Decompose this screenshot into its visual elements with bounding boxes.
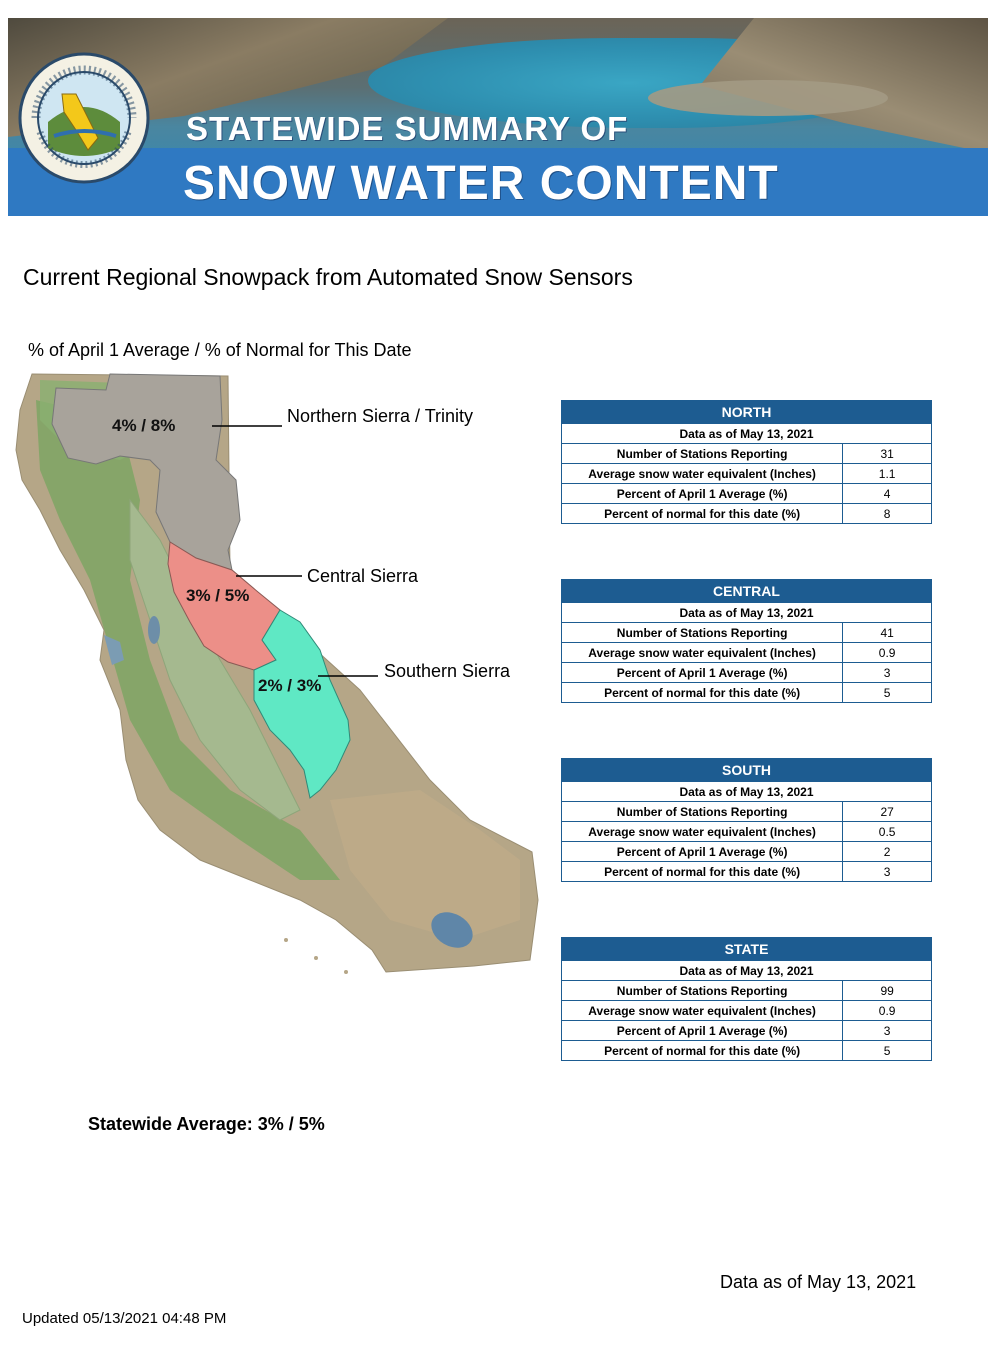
row-value: 27 — [842, 801, 932, 822]
row-value: 41 — [842, 622, 932, 643]
row-value: 99 — [842, 980, 932, 1001]
row-label: Percent of April 1 Average (%) — [560, 483, 844, 504]
table-row: Percent of April 1 Average (%) 3 — [560, 662, 932, 683]
table-row: Percent of normal for this date (%) 5 — [560, 682, 932, 703]
row-label: Percent of normal for this date (%) — [560, 861, 844, 882]
banner-stripe — [8, 148, 988, 216]
row-label: Percent of normal for this date (%) — [560, 682, 844, 703]
tulare-lake — [148, 616, 160, 644]
row-value: 3 — [842, 662, 932, 683]
dwr-seal-logo — [18, 52, 150, 184]
table-date: Data as of May 13, 2021 — [561, 602, 932, 623]
table-row: Percent of April 1 Average (%) 2 — [560, 841, 932, 862]
table-title: SOUTH — [561, 758, 932, 782]
page-heading: Current Regional Snowpack from Automated… — [23, 264, 633, 290]
updated-timestamp: Updated 05/13/2021 04:48 PM — [22, 1310, 227, 1327]
region-name-central: Central Sierra — [307, 566, 419, 586]
row-value: 8 — [842, 503, 932, 524]
row-label: Average snow water equivalent (Inches) — [560, 1000, 844, 1021]
row-value: 0.9 — [842, 1000, 932, 1021]
salton-sea — [431, 912, 473, 948]
island — [284, 938, 288, 942]
table-title: NORTH — [561, 400, 932, 424]
table-row: Percent of April 1 Average (%) 3 — [560, 1020, 932, 1041]
data-as-of-date: Data as of May 13, 2021 — [720, 1272, 917, 1292]
row-label: Number of Stations Reporting — [560, 801, 844, 822]
table-row: Average snow water equivalent (Inches) 0.… — [560, 821, 932, 842]
region-value-north: 4% / 8% — [112, 416, 176, 435]
table-south: SOUTH Data as of May 13, 2021 Number of … — [560, 758, 932, 882]
row-value: 1.1 — [842, 463, 932, 484]
table-date: Data as of May 13, 2021 — [561, 423, 932, 444]
row-label: Average snow water equivalent (Inches) — [560, 463, 844, 484]
row-value: 5 — [842, 682, 932, 703]
table-row: Average snow water equivalent (Inches) 1.… — [560, 463, 932, 484]
coastal-range-green — [36, 400, 340, 880]
region-value-south: 2% / 3% — [258, 676, 322, 695]
table-row: Average snow water equivalent (Inches) 0.… — [560, 1000, 932, 1021]
region-southern-sierra — [253, 609, 351, 799]
table-row: Percent of normal for this date (%) 8 — [560, 503, 932, 524]
row-value: 0.9 — [842, 642, 932, 663]
row-label: Percent of April 1 Average (%) — [560, 841, 844, 862]
banner-island — [648, 80, 888, 116]
row-label: Number of Stations Reporting — [560, 443, 844, 464]
banner-title-line1: STATEWIDE SUMMARY OF — [186, 110, 629, 147]
region-name-south: Southern Sierra — [384, 661, 511, 681]
map-subheading: % of April 1 Average / % of Normal for T… — [28, 340, 412, 360]
row-value: 31 — [842, 443, 932, 464]
table-date: Data as of May 13, 2021 — [561, 960, 932, 981]
california-snowpack-map: 4% / 8% Northern Sierra / Trinity 3% / 5… — [0, 360, 560, 1000]
table-row: Number of Stations Reporting 27 — [560, 801, 932, 822]
row-value: 2 — [842, 841, 932, 862]
sf-bay — [104, 635, 124, 665]
row-label: Number of Stations Reporting — [560, 980, 844, 1001]
table-row: Average snow water equivalent (Inches) 0.… — [560, 642, 932, 663]
california-map-svg — [15, 373, 539, 974]
region-name-north: Northern Sierra / Trinity — [287, 406, 474, 426]
banner-title-line2: SNOW WATER CONTENT — [183, 157, 779, 210]
table-north: NORTH Data as of May 13, 2021 Number of … — [560, 400, 932, 524]
table-row: Number of Stations Reporting 31 — [560, 443, 932, 464]
table-row: Percent of normal for this date (%) 3 — [560, 861, 932, 882]
row-label: Number of Stations Reporting — [560, 622, 844, 643]
row-label: Percent of normal for this date (%) — [560, 503, 844, 524]
table-row: Number of Stations Reporting 41 — [560, 622, 932, 643]
table-row: Percent of normal for this date (%) 5 — [560, 1040, 932, 1061]
island — [314, 956, 318, 960]
header-banner: STATEWIDE SUMMARY OF SNOW WATER CONTENT — [8, 18, 988, 216]
table-title: STATE — [561, 937, 932, 961]
row-value: 3 — [842, 1020, 932, 1041]
row-label: Percent of April 1 Average (%) — [560, 1020, 844, 1041]
row-value: 3 — [842, 861, 932, 882]
table-central: CENTRAL Data as of May 13, 2021 Number o… — [560, 579, 932, 703]
row-label: Percent of normal for this date (%) — [560, 1040, 844, 1061]
table-date: Data as of May 13, 2021 — [561, 781, 932, 802]
row-value: 5 — [842, 1040, 932, 1061]
table-row: Number of Stations Reporting 99 — [560, 980, 932, 1001]
region-value-central: 3% / 5% — [186, 586, 250, 605]
table-state: STATE Data as of May 13, 2021 Number of … — [560, 937, 932, 1061]
row-label: Percent of April 1 Average (%) — [560, 662, 844, 683]
statewide-average: Statewide Average: 3% / 5% — [88, 1114, 325, 1134]
row-label: Average snow water equivalent (Inches) — [560, 642, 844, 663]
row-value: 4 — [842, 483, 932, 504]
row-label: Average snow water equivalent (Inches) — [560, 821, 844, 842]
table-title: CENTRAL — [561, 579, 932, 603]
row-value: 0.5 — [842, 821, 932, 842]
island — [344, 970, 348, 974]
table-row: Percent of April 1 Average (%) 4 — [560, 483, 932, 504]
southern-desert — [330, 790, 520, 940]
